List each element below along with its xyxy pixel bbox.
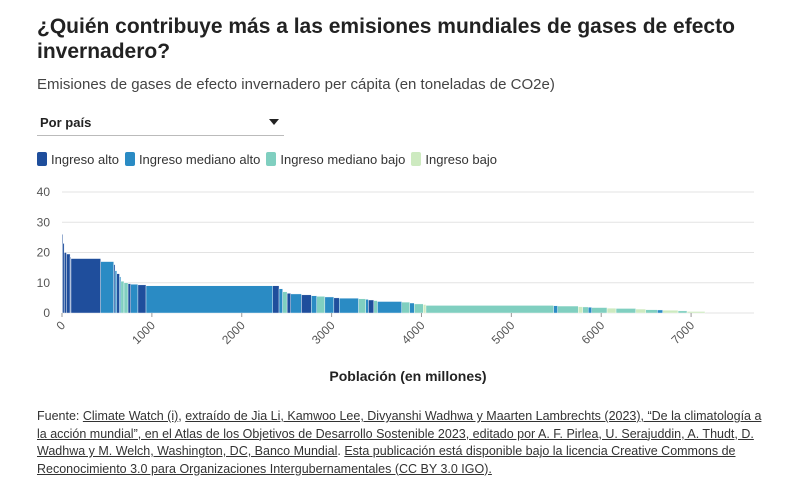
- bar-segment[interactable]: [116, 273, 120, 314]
- bar-segment[interactable]: [324, 296, 335, 314]
- source-note: Fuente: Climate Watch (i), extraído de J…: [37, 408, 772, 478]
- bar-segment[interactable]: [409, 302, 415, 314]
- legend-swatch: [411, 152, 422, 166]
- legend-item-lower-middle-income[interactable]: Ingreso mediano bajo: [266, 152, 405, 167]
- y-tick-label: 20: [37, 246, 51, 260]
- bar-segment[interactable]: [645, 309, 658, 314]
- legend-label: Ingreso alto: [51, 151, 119, 167]
- bar-segment[interactable]: [587, 307, 592, 314]
- bar-segment[interactable]: [62, 243, 65, 314]
- bar-segment[interactable]: [635, 308, 646, 314]
- legend-label: Ingreso bajo: [425, 151, 497, 167]
- bar-segment[interactable]: [114, 270, 118, 314]
- bar-segment[interactable]: [553, 305, 558, 314]
- bar-segment[interactable]: [373, 300, 378, 314]
- bar-segment[interactable]: [278, 288, 283, 314]
- bar-segment[interactable]: [414, 303, 424, 314]
- bar-segment[interactable]: [333, 297, 340, 314]
- bar-segment[interactable]: [130, 284, 139, 314]
- bar-segment[interactable]: [662, 310, 679, 314]
- bar-segment[interactable]: [123, 282, 129, 314]
- grouping-dropdown[interactable]: Por país: [37, 111, 284, 136]
- x-tick-label: 4000: [399, 318, 428, 347]
- bar-segment[interactable]: [127, 283, 131, 314]
- x-axis-label: Población (en millones): [329, 368, 486, 384]
- bar-segment[interactable]: [66, 253, 71, 314]
- source-separator: ,: [178, 409, 186, 423]
- bar-segment[interactable]: [272, 285, 280, 314]
- bar-segment[interactable]: [423, 304, 427, 314]
- bar-segment[interactable]: [120, 281, 125, 314]
- source-prefix: Fuente:: [37, 409, 83, 423]
- y-tick-label: 0: [43, 306, 50, 320]
- x-tick-label: 6000: [579, 318, 608, 347]
- chart-title: ¿Quién contribuye más a las emisiones mu…: [37, 15, 735, 63]
- bar-segment[interactable]: [677, 310, 688, 314]
- chart-subtitle: Emisiones de gases de efecto invernadero…: [37, 76, 555, 93]
- chevron-down-icon: [269, 119, 279, 125]
- bar-segment[interactable]: [113, 264, 116, 314]
- bar-segment[interactable]: [290, 293, 302, 314]
- bars: [61, 234, 706, 314]
- bar-segment[interactable]: [282, 291, 288, 314]
- y-axis: 0 10 20 30 40: [37, 185, 51, 320]
- bar-segment[interactable]: [145, 285, 273, 314]
- bar-segment[interactable]: [582, 306, 589, 314]
- legend-swatch: [266, 152, 277, 166]
- bar-segment[interactable]: [657, 309, 663, 314]
- bar-segment[interactable]: [425, 305, 554, 314]
- bar-segment[interactable]: [365, 299, 369, 314]
- y-tick-label: 10: [37, 276, 51, 290]
- legend: Ingreso alto Ingreso mediano alto Ingres…: [37, 150, 503, 168]
- bar-segment[interactable]: [557, 305, 579, 314]
- legend-swatch: [124, 152, 135, 166]
- bar-segment[interactable]: [377, 301, 402, 314]
- y-tick-label: 30: [37, 215, 51, 229]
- bar-segment[interactable]: [316, 296, 326, 314]
- x-tick-label: 5000: [489, 318, 518, 347]
- bar-segment[interactable]: [401, 301, 410, 314]
- legend-swatch: [37, 152, 47, 166]
- bar-segment[interactable]: [606, 307, 617, 314]
- dropdown-selected-value: Por país: [40, 115, 92, 130]
- source-link-climate-watch[interactable]: Climate Watch (i): [82, 409, 179, 423]
- source-link-atlas[interactable]: extraído de Jia Li, Kamwoo Lee, Divyansh…: [37, 409, 762, 458]
- x-tick-label: 3000: [309, 318, 338, 347]
- y-tick-label: 40: [37, 185, 51, 199]
- legend-label: Ingreso mediano alto: [138, 151, 261, 167]
- x-axis: 0 1000 2000 3000 4000 5000 6000 7000: [53, 313, 697, 347]
- x-tick-label: 0: [53, 318, 68, 333]
- x-tick-label: 1000: [129, 318, 158, 347]
- bar-segment[interactable]: [286, 293, 291, 314]
- source-link-license[interactable]: Esta publicación está disponible bajo la…: [37, 444, 736, 476]
- bar-segment[interactable]: [301, 294, 312, 314]
- x-tick-label: 2000: [219, 318, 248, 347]
- bar-segment[interactable]: [686, 311, 706, 314]
- bar-segment[interactable]: [578, 306, 583, 314]
- bar-segment[interactable]: [615, 308, 637, 314]
- bar-segment[interactable]: [368, 299, 375, 314]
- bar-segment[interactable]: [358, 298, 366, 314]
- legend-label: Ingreso mediano bajo: [280, 151, 406, 167]
- bar-segment[interactable]: [64, 252, 67, 314]
- legend-item-high-income[interactable]: Ingreso alto: [37, 152, 119, 167]
- bar-segment[interactable]: [100, 261, 114, 314]
- bar-segment[interactable]: [591, 307, 608, 314]
- bar-segment[interactable]: [339, 297, 359, 314]
- x-tick-label: 7000: [668, 318, 697, 347]
- bar-segment[interactable]: [70, 258, 101, 314]
- legend-item-upper-middle-income[interactable]: Ingreso mediano alto: [124, 151, 261, 167]
- bar-segment[interactable]: [137, 284, 147, 314]
- bar-segment[interactable]: [119, 276, 122, 314]
- source-separator: .: [337, 444, 345, 458]
- bar-segment[interactable]: [311, 295, 317, 314]
- legend-item-low-income[interactable]: Ingreso bajo: [411, 152, 497, 167]
